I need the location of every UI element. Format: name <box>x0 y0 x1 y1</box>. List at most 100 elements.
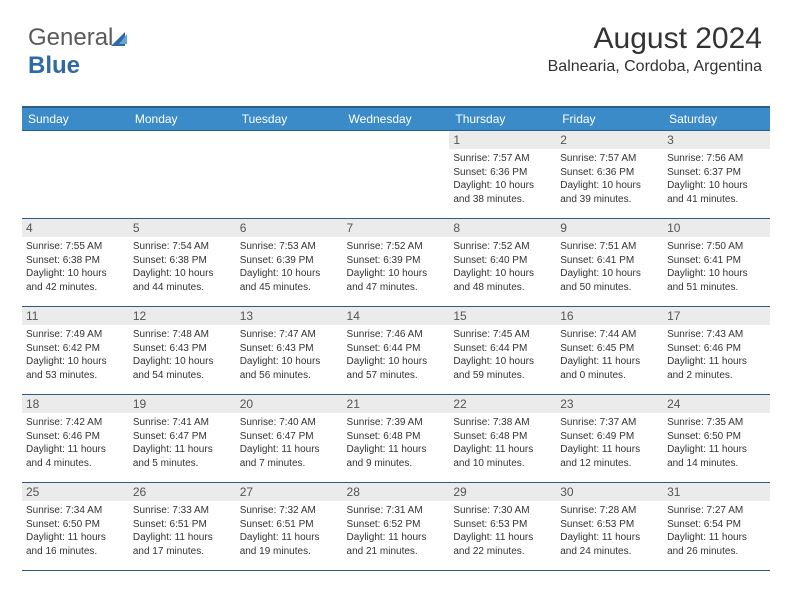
day-number: 27 <box>236 483 343 501</box>
day-number: 2 <box>556 131 663 149</box>
calendar-cell: 6Sunrise: 7:53 AMSunset: 6:39 PMDaylight… <box>236 219 343 307</box>
calendar-cell: 7Sunrise: 7:52 AMSunset: 6:39 PMDaylight… <box>343 219 450 307</box>
logo-text-2: Blue <box>28 52 80 79</box>
calendar-cell: 1Sunrise: 7:57 AMSunset: 6:36 PMDaylight… <box>449 131 556 219</box>
calendar-cell: 24Sunrise: 7:35 AMSunset: 6:50 PMDayligh… <box>663 395 770 483</box>
day-number: 11 <box>22 307 129 325</box>
calendar-cell <box>236 131 343 219</box>
calendar-cell: 13Sunrise: 7:47 AMSunset: 6:43 PMDayligh… <box>236 307 343 395</box>
calendar-cell: 30Sunrise: 7:28 AMSunset: 6:53 PMDayligh… <box>556 483 663 571</box>
logo: General Blue <box>28 24 127 80</box>
day-number: 19 <box>129 395 236 413</box>
calendar-cell: 18Sunrise: 7:42 AMSunset: 6:46 PMDayligh… <box>22 395 129 483</box>
day-number: 28 <box>343 483 450 501</box>
day-info: Sunrise: 7:50 AMSunset: 6:41 PMDaylight:… <box>663 237 770 298</box>
day-info: Sunrise: 7:31 AMSunset: 6:52 PMDaylight:… <box>343 501 450 562</box>
day-info: Sunrise: 7:27 AMSunset: 6:54 PMDaylight:… <box>663 501 770 562</box>
calendar-cell: 22Sunrise: 7:38 AMSunset: 6:48 PMDayligh… <box>449 395 556 483</box>
weekday-header: Tuesday <box>236 107 343 131</box>
calendar-row: 11Sunrise: 7:49 AMSunset: 6:42 PMDayligh… <box>22 307 770 395</box>
calendar-cell: 10Sunrise: 7:50 AMSunset: 6:41 PMDayligh… <box>663 219 770 307</box>
day-number: 31 <box>663 483 770 501</box>
calendar-cell: 3Sunrise: 7:56 AMSunset: 6:37 PMDaylight… <box>663 131 770 219</box>
day-info: Sunrise: 7:45 AMSunset: 6:44 PMDaylight:… <box>449 325 556 386</box>
calendar-cell: 31Sunrise: 7:27 AMSunset: 6:54 PMDayligh… <box>663 483 770 571</box>
weekday-header: Wednesday <box>343 107 450 131</box>
day-info: Sunrise: 7:30 AMSunset: 6:53 PMDaylight:… <box>449 501 556 562</box>
day-number: 22 <box>449 395 556 413</box>
day-number: 29 <box>449 483 556 501</box>
calendar-row: 4Sunrise: 7:55 AMSunset: 6:38 PMDaylight… <box>22 219 770 307</box>
day-number: 3 <box>663 131 770 149</box>
day-info: Sunrise: 7:51 AMSunset: 6:41 PMDaylight:… <box>556 237 663 298</box>
day-number: 30 <box>556 483 663 501</box>
day-info: Sunrise: 7:35 AMSunset: 6:50 PMDaylight:… <box>663 413 770 474</box>
calendar-cell: 27Sunrise: 7:32 AMSunset: 6:51 PMDayligh… <box>236 483 343 571</box>
day-info: Sunrise: 7:56 AMSunset: 6:37 PMDaylight:… <box>663 149 770 210</box>
day-number: 9 <box>556 219 663 237</box>
header: August 2024 Balnearia, Cordoba, Argentin… <box>548 22 762 76</box>
calendar-cell: 11Sunrise: 7:49 AMSunset: 6:42 PMDayligh… <box>22 307 129 395</box>
calendar-row: 1Sunrise: 7:57 AMSunset: 6:36 PMDaylight… <box>22 131 770 219</box>
day-info: Sunrise: 7:55 AMSunset: 6:38 PMDaylight:… <box>22 237 129 298</box>
calendar-cell: 29Sunrise: 7:30 AMSunset: 6:53 PMDayligh… <box>449 483 556 571</box>
calendar-cell: 17Sunrise: 7:43 AMSunset: 6:46 PMDayligh… <box>663 307 770 395</box>
day-number: 13 <box>236 307 343 325</box>
day-number: 20 <box>236 395 343 413</box>
calendar-cell: 8Sunrise: 7:52 AMSunset: 6:40 PMDaylight… <box>449 219 556 307</box>
day-info: Sunrise: 7:42 AMSunset: 6:46 PMDaylight:… <box>22 413 129 474</box>
calendar-cell: 14Sunrise: 7:46 AMSunset: 6:44 PMDayligh… <box>343 307 450 395</box>
calendar-cell: 20Sunrise: 7:40 AMSunset: 6:47 PMDayligh… <box>236 395 343 483</box>
day-info: Sunrise: 7:40 AMSunset: 6:47 PMDaylight:… <box>236 413 343 474</box>
weekday-header: Monday <box>129 107 236 131</box>
calendar-cell: 12Sunrise: 7:48 AMSunset: 6:43 PMDayligh… <box>129 307 236 395</box>
day-number: 12 <box>129 307 236 325</box>
calendar-cell: 9Sunrise: 7:51 AMSunset: 6:41 PMDaylight… <box>556 219 663 307</box>
day-info: Sunrise: 7:49 AMSunset: 6:42 PMDaylight:… <box>22 325 129 386</box>
day-number: 24 <box>663 395 770 413</box>
day-number: 25 <box>22 483 129 501</box>
calendar-row: 18Sunrise: 7:42 AMSunset: 6:46 PMDayligh… <box>22 395 770 483</box>
day-number: 26 <box>129 483 236 501</box>
day-info: Sunrise: 7:38 AMSunset: 6:48 PMDaylight:… <box>449 413 556 474</box>
day-info: Sunrise: 7:57 AMSunset: 6:36 PMDaylight:… <box>556 149 663 210</box>
calendar-cell: 28Sunrise: 7:31 AMSunset: 6:52 PMDayligh… <box>343 483 450 571</box>
day-number: 4 <box>22 219 129 237</box>
calendar-cell <box>343 131 450 219</box>
day-info: Sunrise: 7:37 AMSunset: 6:49 PMDaylight:… <box>556 413 663 474</box>
day-number: 15 <box>449 307 556 325</box>
calendar-cell: 2Sunrise: 7:57 AMSunset: 6:36 PMDaylight… <box>556 131 663 219</box>
day-number: 23 <box>556 395 663 413</box>
day-number: 21 <box>343 395 450 413</box>
day-info: Sunrise: 7:53 AMSunset: 6:39 PMDaylight:… <box>236 237 343 298</box>
day-number: 10 <box>663 219 770 237</box>
day-number: 14 <box>343 307 450 325</box>
calendar-cell: 16Sunrise: 7:44 AMSunset: 6:45 PMDayligh… <box>556 307 663 395</box>
day-info: Sunrise: 7:47 AMSunset: 6:43 PMDaylight:… <box>236 325 343 386</box>
logo-text-1: General <box>28 24 113 51</box>
day-number: 1 <box>449 131 556 149</box>
day-number: 18 <box>22 395 129 413</box>
day-info: Sunrise: 7:44 AMSunset: 6:45 PMDaylight:… <box>556 325 663 386</box>
sail-icon-small <box>119 34 127 44</box>
page-title: August 2024 <box>548 22 762 56</box>
day-info: Sunrise: 7:33 AMSunset: 6:51 PMDaylight:… <box>129 501 236 562</box>
day-number: 17 <box>663 307 770 325</box>
day-info: Sunrise: 7:57 AMSunset: 6:36 PMDaylight:… <box>449 149 556 210</box>
day-info: Sunrise: 7:39 AMSunset: 6:48 PMDaylight:… <box>343 413 450 474</box>
calendar-cell <box>22 131 129 219</box>
day-info: Sunrise: 7:52 AMSunset: 6:40 PMDaylight:… <box>449 237 556 298</box>
calendar-cell: 15Sunrise: 7:45 AMSunset: 6:44 PMDayligh… <box>449 307 556 395</box>
day-info: Sunrise: 7:32 AMSunset: 6:51 PMDaylight:… <box>236 501 343 562</box>
day-number: 5 <box>129 219 236 237</box>
day-number: 8 <box>449 219 556 237</box>
day-info: Sunrise: 7:28 AMSunset: 6:53 PMDaylight:… <box>556 501 663 562</box>
day-number: 6 <box>236 219 343 237</box>
day-info: Sunrise: 7:41 AMSunset: 6:47 PMDaylight:… <box>129 413 236 474</box>
day-info: Sunrise: 7:46 AMSunset: 6:44 PMDaylight:… <box>343 325 450 386</box>
day-info: Sunrise: 7:43 AMSunset: 6:46 PMDaylight:… <box>663 325 770 386</box>
day-info: Sunrise: 7:54 AMSunset: 6:38 PMDaylight:… <box>129 237 236 298</box>
weekday-header: Thursday <box>449 107 556 131</box>
calendar-cell: 21Sunrise: 7:39 AMSunset: 6:48 PMDayligh… <box>343 395 450 483</box>
calendar-row: 25Sunrise: 7:34 AMSunset: 6:50 PMDayligh… <box>22 483 770 571</box>
